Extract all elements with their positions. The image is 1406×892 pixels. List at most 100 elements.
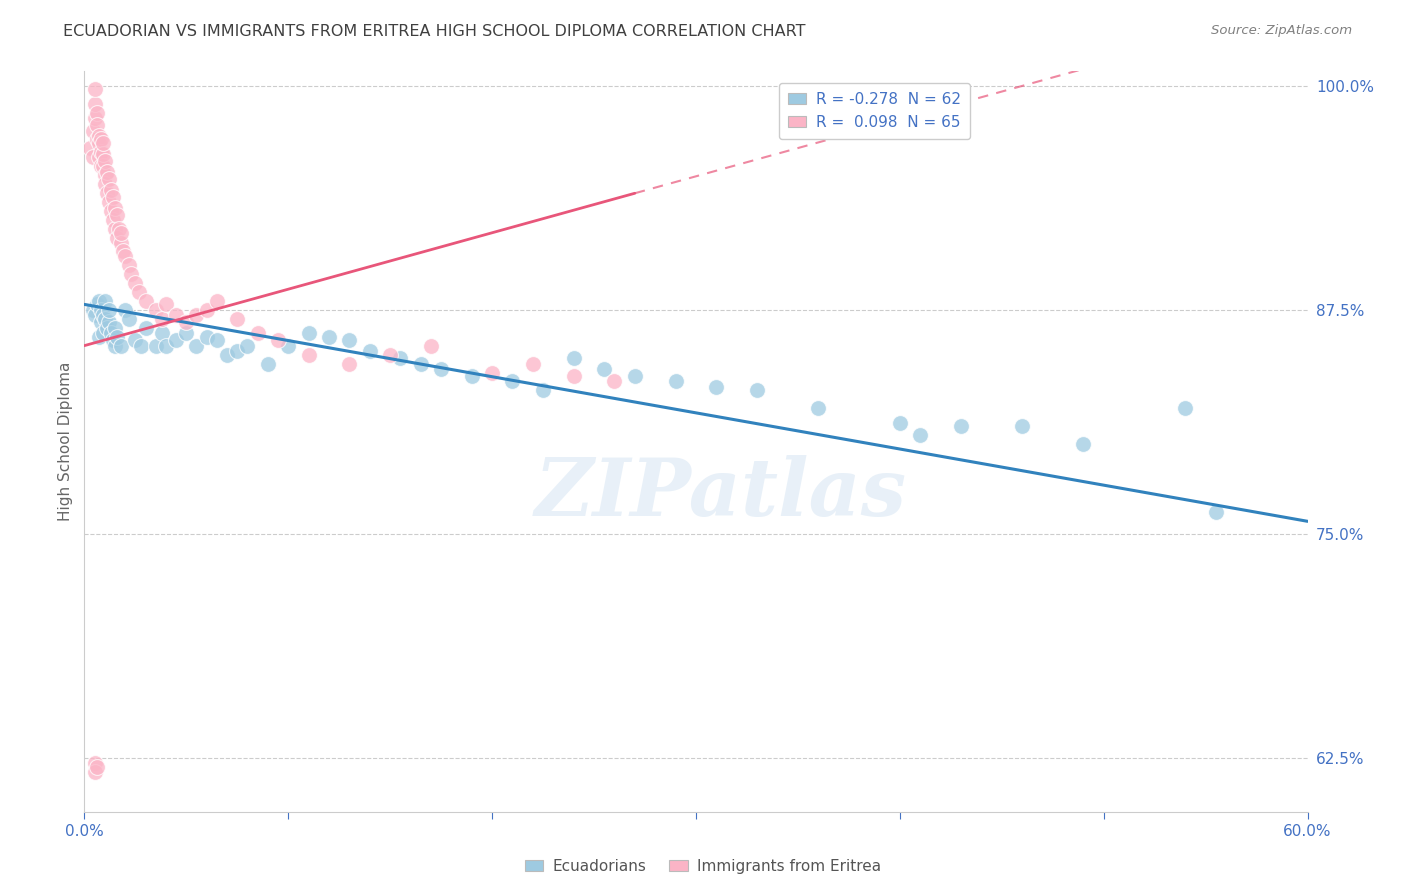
Point: [83, 308, 105, 322]
Point: [82, 123, 104, 137]
Point: [112, 244, 135, 258]
Point: [128, 285, 150, 299]
Point: [114, 302, 136, 317]
Point: [135, 320, 157, 334]
Point: [430, 362, 453, 376]
Text: Source: ZipAtlas.com: Source: ZipAtlas.com: [1212, 24, 1353, 37]
Point: [807, 401, 830, 416]
Point: [131, 338, 153, 352]
Point: [409, 357, 432, 371]
Point: [298, 348, 321, 362]
Point: [93, 178, 115, 192]
Point: [389, 351, 412, 366]
Point: [950, 419, 973, 434]
Point: [101, 190, 124, 204]
Point: [105, 231, 128, 245]
Point: [110, 226, 132, 240]
Point: [93, 311, 115, 326]
Legend: Ecuadorians, Immigrants from Eritrea: Ecuadorians, Immigrants from Eritrea: [519, 853, 887, 880]
Point: [87, 329, 110, 343]
Point: [118, 258, 141, 272]
Point: [86, 760, 108, 774]
Y-axis label: High School Diploma: High School Diploma: [58, 362, 73, 521]
Point: [195, 329, 218, 343]
Point: [339, 357, 361, 371]
Point: [246, 326, 269, 340]
Point: [82, 302, 104, 317]
Point: [83, 756, 105, 771]
Point: [318, 329, 340, 343]
Point: [86, 105, 108, 120]
Point: [124, 333, 146, 347]
Point: [97, 172, 120, 186]
Point: [118, 311, 141, 326]
Point: [120, 267, 142, 281]
Point: [96, 320, 118, 334]
Point: [90, 132, 112, 146]
Point: [105, 329, 128, 343]
Point: [104, 320, 127, 334]
Point: [93, 293, 115, 308]
Point: [110, 338, 132, 352]
Point: [257, 357, 280, 371]
Point: [97, 195, 120, 210]
Point: [86, 297, 108, 311]
Point: [380, 348, 402, 362]
Text: ZIPatlas: ZIPatlas: [534, 455, 907, 533]
Point: [79, 141, 101, 155]
Point: [481, 366, 503, 380]
Point: [91, 136, 114, 150]
Point: [145, 338, 167, 352]
Point: [624, 369, 647, 384]
Point: [96, 186, 118, 201]
Point: [101, 213, 124, 227]
Point: [110, 236, 132, 251]
Point: [86, 118, 108, 132]
Point: [96, 165, 118, 179]
Point: [104, 338, 127, 352]
Point: [1073, 437, 1095, 451]
Point: [97, 315, 120, 329]
Point: [226, 344, 249, 359]
Point: [420, 338, 443, 352]
Point: [155, 297, 177, 311]
Point: [104, 222, 127, 236]
Point: [706, 380, 728, 394]
Point: [889, 416, 911, 430]
Point: [186, 308, 208, 322]
Point: [91, 308, 114, 322]
Point: [531, 384, 554, 398]
Legend: R = -0.278  N = 62, R =  0.098  N = 65: R = -0.278 N = 62, R = 0.098 N = 65: [779, 83, 970, 138]
Point: [665, 375, 688, 389]
Point: [87, 128, 110, 143]
Point: [174, 315, 197, 329]
Point: [562, 369, 585, 384]
Point: [186, 338, 208, 352]
Point: [174, 326, 197, 340]
Point: [165, 333, 187, 347]
Point: [461, 369, 484, 384]
Point: [114, 249, 136, 263]
Point: [236, 338, 259, 352]
Point: [562, 351, 585, 366]
Point: [100, 183, 122, 197]
Point: [205, 293, 228, 308]
Point: [91, 160, 114, 174]
Point: [83, 111, 105, 125]
Point: [155, 338, 177, 352]
Point: [145, 302, 167, 317]
Point: [90, 145, 112, 159]
Point: [82, 150, 104, 164]
Point: [100, 326, 122, 340]
Point: [87, 293, 110, 308]
Point: [603, 375, 626, 389]
Point: [87, 136, 110, 150]
Point: [226, 311, 249, 326]
Point: [87, 150, 110, 164]
Point: [150, 311, 173, 326]
Point: [93, 153, 115, 168]
Point: [339, 333, 361, 347]
Point: [97, 302, 120, 317]
Point: [522, 357, 544, 371]
Point: [205, 333, 228, 347]
